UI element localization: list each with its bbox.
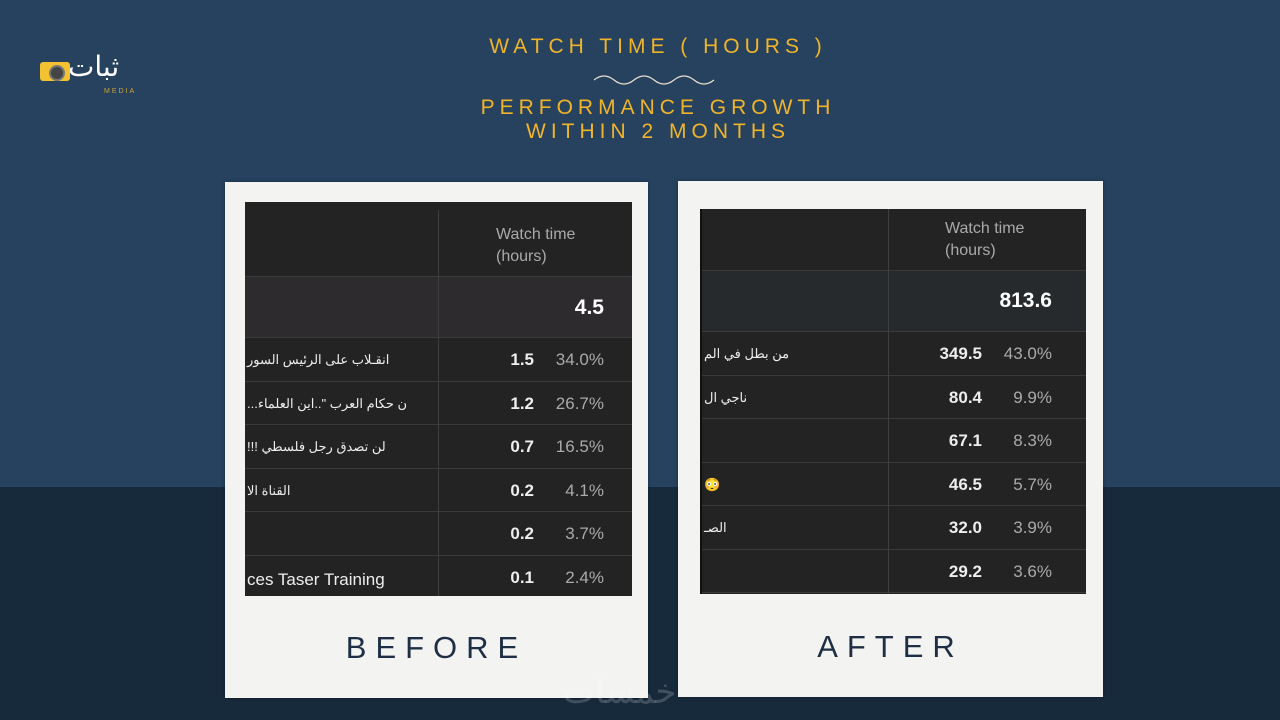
after-table: Watch time (hours) 813.6 من بطل في الم 349… <box>700 209 1086 594</box>
after-card: Watch time (hours) 813.6 من بطل في الم 349… <box>678 181 1103 697</box>
table-row[interactable]: انقـلاب على الرئيس السور 1.5 34.0% <box>245 338 632 382</box>
table-row[interactable]: من بطل في الم 349.5 43.0% <box>702 332 1086 376</box>
watch-time-value: 46.5 <box>948 474 982 494</box>
watch-time-value: 80.4 <box>948 387 982 407</box>
table-row[interactable]: ces Taser Training 0.1 2.4% <box>245 556 632 597</box>
wave-divider-icon <box>593 75 715 85</box>
watch-time-percent: 4.1% <box>565 480 604 500</box>
logo-subtext: MEDIA <box>104 88 137 95</box>
watch-time-percent: 3.6% <box>1013 561 1052 581</box>
total-row: 813.6 <box>702 271 1086 332</box>
column-header: Watch time (hours) <box>945 220 1025 259</box>
total-value: 813.6 <box>999 289 1052 312</box>
watch-time-value: 0.2 <box>510 480 534 500</box>
watermark: خمسات <box>563 672 677 712</box>
video-title: 😳 <box>704 476 721 492</box>
before-label: BEFORE <box>345 630 528 665</box>
video-title: ces Taser Training <box>247 569 385 589</box>
after-label: AFTER <box>817 629 964 664</box>
watch-time-percent: 3.9% <box>1013 518 1052 537</box>
watch-time-percent: 26.7% <box>555 393 604 413</box>
table-row[interactable]: 67.1 8.3% <box>702 419 1086 463</box>
page-subtitle: PERFORMANCE GROWTH WITHIN 2 MONTHS <box>0 96 1280 144</box>
table-row[interactable]: 😳 46.5 5.7% <box>702 463 1086 506</box>
video-title: ...ن حكام العرب "..اين العلماء <box>247 395 408 411</box>
table-row[interactable]: 29.2 3.6% <box>702 550 1086 593</box>
watch-time-percent: 9.9% <box>1013 387 1052 407</box>
watch-time-percent: 3.7% <box>565 524 604 543</box>
page-title: WATCH TIME ( HOURS ) <box>489 35 827 58</box>
camera-icon <box>40 62 70 81</box>
watch-time-value: 349.5 <box>939 344 982 363</box>
watch-time-value: 29.2 <box>948 561 982 581</box>
watch-time-value: 67.1 <box>948 431 982 450</box>
column-divider <box>438 210 439 596</box>
before-table: Watch time (hours) 4.5 انقـلاب على الرئيس… <box>245 202 632 596</box>
video-title: القناة الا <box>247 482 291 498</box>
watch-time-percent: 43.0% <box>1003 344 1052 363</box>
before-card: Watch time (hours) 4.5 انقـلاب على الرئيس… <box>225 182 648 698</box>
watch-time-percent: 2.4% <box>565 567 604 587</box>
watch-time-percent: 8.3% <box>1013 431 1052 450</box>
subtitle-line-1: PERFORMANCE GROWTH <box>480 96 836 119</box>
video-title: ناجي ال <box>704 389 748 405</box>
watch-time-value: 0.2 <box>510 524 534 543</box>
table-row[interactable]: ناجي ال 80.4 9.9% <box>702 376 1086 419</box>
watch-time-value: 0.1 <box>510 567 534 587</box>
watch-time-value: 32.0 <box>948 518 982 537</box>
column-header: Watch time (hours) <box>496 226 576 265</box>
video-title: الصـ <box>704 520 727 535</box>
video-title: انقـلاب على الرئيس السور <box>247 352 390 367</box>
logo-text: ثبات <box>68 50 120 83</box>
watch-time-value: 1.2 <box>510 393 534 413</box>
total-value: 4.5 <box>574 296 604 319</box>
table-header-row: Watch time (hours) <box>702 209 1086 271</box>
watch-time-value: 1.5 <box>510 350 534 369</box>
watch-time-value: 0.7 <box>510 437 534 456</box>
watch-time-percent: 5.7% <box>1013 474 1052 494</box>
watch-time-percent: 34.0% <box>555 350 604 369</box>
watch-time-percent: 16.5% <box>555 437 604 456</box>
table-row[interactable]: الصـ 32.0 3.9% <box>702 506 1086 550</box>
video-title: من بطل في الم <box>704 346 790 361</box>
video-title: !!! لن تصدق رجل فلسطي <box>247 439 386 454</box>
subtitle-line-2: WITHIN 2 MONTHS <box>526 120 790 143</box>
column-divider <box>888 209 889 594</box>
